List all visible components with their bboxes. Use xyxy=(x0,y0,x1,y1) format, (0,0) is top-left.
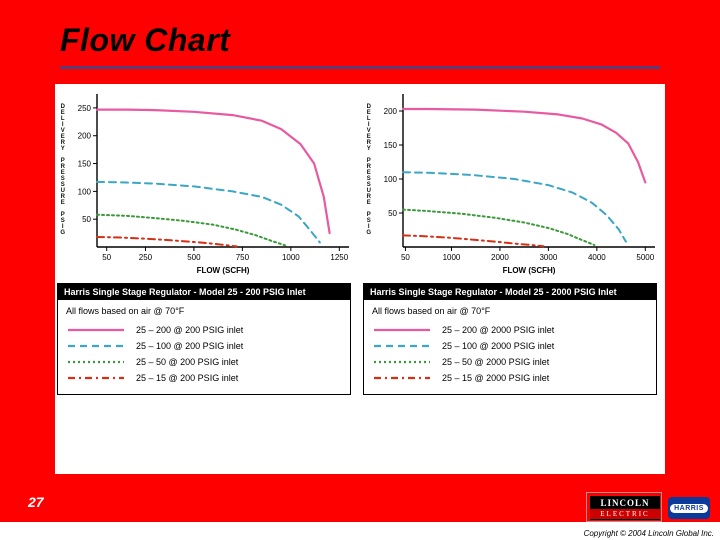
svg-text:1000: 1000 xyxy=(282,253,300,262)
panel-left: DELIVERYPRESSUREPSIG 5010015020025050250… xyxy=(57,84,357,395)
svg-text:50: 50 xyxy=(401,253,410,262)
chart-left-svg: 50 100 150 200 250 50 250 500 750 1000 1250 FLOW (S… xyxy=(57,84,357,279)
slide-number: 27 xyxy=(28,494,44,510)
svg-text:200: 200 xyxy=(384,107,398,116)
legend-row: 25 – 15 @ 2000 PSIG inlet xyxy=(372,370,648,386)
logo-harris-text: HARRIS xyxy=(670,504,708,513)
footer-strip: Copyright © 2004 Lincoln Global Inc. xyxy=(0,522,720,540)
legend-label: 25 – 50 @ 200 PSIG inlet xyxy=(126,357,238,367)
svg-text:FLOW (SCFH): FLOW (SCFH) xyxy=(197,266,250,275)
page-title: Flow Chart xyxy=(60,22,230,59)
logo-lincoln-top: LINCOLN xyxy=(590,496,660,509)
svg-text:500: 500 xyxy=(187,253,201,262)
logo-lincoln-bottom: ELECTRIC xyxy=(590,509,660,519)
legend-row: 25 – 200 @ 2000 PSIG inlet xyxy=(372,322,648,338)
svg-text:50: 50 xyxy=(82,215,91,224)
legend-label: 25 – 100 @ 2000 PSIG inlet xyxy=(432,341,554,351)
svg-text:FLOW (SCFH): FLOW (SCFH) xyxy=(503,266,556,275)
legend-right-title: Harris Single Stage Regulator - Model 25… xyxy=(364,284,656,300)
legend-right-note: All flows based on air @ 70°F xyxy=(372,306,648,316)
logo-lincoln: LINCOLN ELECTRIC xyxy=(590,496,660,520)
svg-text:1250: 1250 xyxy=(330,253,348,262)
legend-row: 25 – 50 @ 2000 PSIG inlet xyxy=(372,354,648,370)
slide: Flow Chart DELIVERYPRESSUREPSIG 50100150… xyxy=(0,0,720,540)
legend-label: 25 – 15 @ 2000 PSIG inlet xyxy=(432,373,549,383)
legend-left: Harris Single Stage Regulator - Model 25… xyxy=(57,283,351,395)
svg-text:250: 250 xyxy=(139,253,153,262)
chart-content: DELIVERYPRESSUREPSIG 5010015020025050250… xyxy=(55,84,665,474)
svg-text:50: 50 xyxy=(388,209,397,218)
legend-label: 25 – 15 @ 200 PSIG inlet xyxy=(126,373,238,383)
logo-harris: HARRIS xyxy=(668,497,710,519)
legend-row: 25 – 200 @ 200 PSIG inlet xyxy=(66,322,342,338)
legend-row: 25 – 100 @ 200 PSIG inlet xyxy=(66,338,342,354)
svg-text:100: 100 xyxy=(78,187,92,196)
panel-right: DELIVERYPRESSUREPSIG 5010015020050100020… xyxy=(363,84,663,395)
legend-left-note: All flows based on air @ 70°F xyxy=(66,306,342,316)
svg-text:250: 250 xyxy=(78,104,92,113)
legend-right: Harris Single Stage Regulator - Model 25… xyxy=(363,283,657,395)
footer: 27 LINCOLN ELECTRIC HARRIS Copyright © 2… xyxy=(0,488,720,540)
svg-text:1000: 1000 xyxy=(443,253,461,262)
svg-text:3000: 3000 xyxy=(539,253,557,262)
svg-text:150: 150 xyxy=(384,141,398,150)
svg-text:200: 200 xyxy=(78,132,92,141)
legend-row: 25 – 50 @ 200 PSIG inlet xyxy=(66,354,342,370)
svg-text:50: 50 xyxy=(102,253,111,262)
legend-row: 25 – 100 @ 2000 PSIG inlet xyxy=(372,338,648,354)
chart-right-svg: 50 100 150 200 50 1000 2000 3000 4000 5000 FLOW (S… xyxy=(363,84,663,279)
legend-row: 25 – 15 @ 200 PSIG inlet xyxy=(66,370,342,386)
svg-text:4000: 4000 xyxy=(588,253,606,262)
legend-label: 25 – 200 @ 2000 PSIG inlet xyxy=(432,325,554,335)
legend-left-title: Harris Single Stage Regulator - Model 25… xyxy=(58,284,350,300)
svg-text:100: 100 xyxy=(384,175,398,184)
chart-left: DELIVERYPRESSUREPSIG 5010015020025050250… xyxy=(57,84,357,279)
title-rule xyxy=(60,66,660,69)
svg-text:150: 150 xyxy=(78,160,92,169)
legend-right-body: All flows based on air @ 70°F 25 – 200 @… xyxy=(364,300,656,394)
svg-text:750: 750 xyxy=(236,253,250,262)
chart-right: DELIVERYPRESSUREPSIG 5010015020050100020… xyxy=(363,84,663,279)
svg-text:5000: 5000 xyxy=(636,253,654,262)
legend-label: 25 – 50 @ 2000 PSIG inlet xyxy=(432,357,549,367)
legend-label: 25 – 100 @ 200 PSIG inlet xyxy=(126,341,243,351)
copyright-text: Copyright © 2004 Lincoln Global Inc. xyxy=(584,529,714,538)
legend-label: 25 – 200 @ 200 PSIG inlet xyxy=(126,325,243,335)
svg-text:2000: 2000 xyxy=(491,253,509,262)
legend-left-body: All flows based on air @ 70°F 25 – 200 @… xyxy=(58,300,350,394)
